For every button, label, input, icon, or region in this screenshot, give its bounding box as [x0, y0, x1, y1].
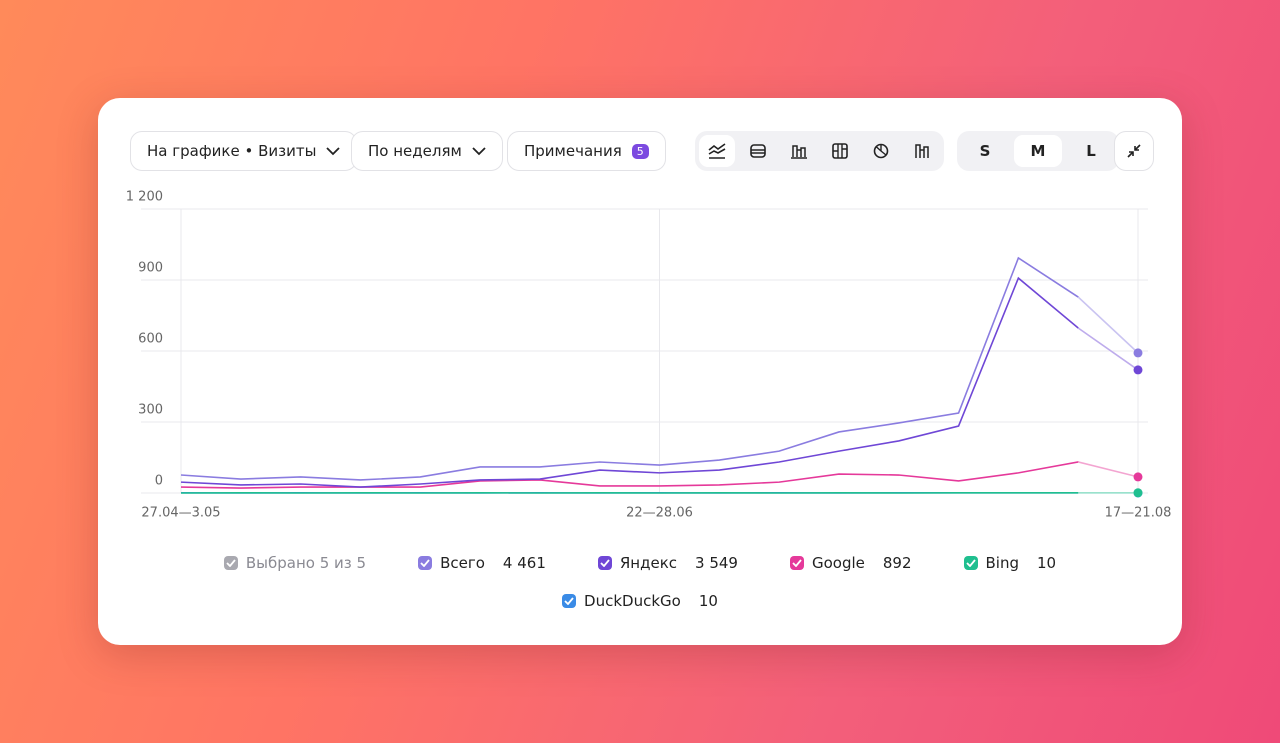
- period-button[interactable]: По неделям: [351, 131, 503, 171]
- last-point: [1133, 472, 1143, 482]
- checkbox[interactable]: [562, 594, 577, 608]
- bar-compare-icon[interactable]: [904, 135, 940, 167]
- line-chart-icon[interactable]: [699, 135, 735, 167]
- metric-button-label: На графике • Визиты: [147, 142, 317, 160]
- incomplete-segment-overlay: [1077, 296, 1139, 354]
- chart-type-group: [695, 131, 944, 171]
- x-tick-label: 17—21.08: [1105, 506, 1172, 521]
- checkbox[interactable]: [789, 556, 804, 570]
- size-button[interactable]: S: [979, 142, 991, 160]
- y-tick-label: 0: [155, 474, 163, 489]
- size-button[interactable]: L: [1086, 142, 1096, 160]
- metric-button[interactable]: На графике • Визиты: [130, 131, 358, 171]
- notes-button-label: Примечания: [524, 142, 622, 160]
- legend-total: 4 461: [502, 554, 546, 572]
- chart: 0 300 600 900 1 200 27.04—3.05 22—28.06 17—21.0…: [126, 190, 1172, 521]
- check-mark: [965, 559, 976, 567]
- legend-name: Bing: [985, 554, 1020, 572]
- legend-total: 10: [1037, 554, 1057, 572]
- incomplete-segment-overlay: [1077, 327, 1139, 371]
- checkbox[interactable]: [223, 556, 238, 570]
- legend-select-all[interactable]: Выбрано 5 из 5: [223, 553, 367, 573]
- column-chart-icon[interactable]: [781, 135, 817, 167]
- check-mark: [226, 559, 236, 567]
- check-mark: [792, 559, 802, 567]
- legend-total: 3 549: [695, 554, 738, 572]
- last-point: [1133, 348, 1143, 358]
- check-mark: [564, 597, 574, 605]
- pie-chart-icon[interactable]: [863, 135, 899, 167]
- chevron: [326, 146, 341, 155]
- area-chart-icon[interactable]: [740, 135, 776, 167]
- legend-item[interactable]: Google 892: [789, 553, 912, 573]
- legend-item[interactable]: Яндекс 3 549: [597, 553, 738, 573]
- chevron: [472, 146, 486, 155]
- legend-item[interactable]: DuckDuckGo 10: [562, 591, 718, 611]
- legend-name: Яндекс: [619, 554, 678, 572]
- check-mark: [420, 559, 430, 567]
- legend-item[interactable]: Всего 4 461: [418, 553, 546, 573]
- last-point: [1133, 488, 1143, 498]
- series-line: [180, 461, 1139, 489]
- checkbox[interactable]: [418, 556, 433, 570]
- notes-count: 5: [631, 143, 649, 159]
- legend-total: 10: [698, 592, 718, 610]
- checkbox[interactable]: [963, 556, 978, 570]
- x-tick-label: 27.04—3.05: [141, 506, 220, 521]
- y-tick-label: 900: [138, 261, 163, 276]
- incomplete-segment-overlay: [1077, 460, 1139, 479]
- collapse-button[interactable]: [1114, 131, 1154, 171]
- series-line: [180, 276, 1139, 488]
- legend-name: Google: [811, 554, 865, 572]
- series-line: [180, 256, 1139, 481]
- last-point: [1133, 365, 1143, 375]
- legend-item[interactable]: Bing 10: [963, 553, 1057, 573]
- collapse-icon: [1127, 144, 1141, 158]
- legend-name: DuckDuckGo: [584, 592, 681, 610]
- legend-select-label: Выбрано 5 из 5: [245, 554, 367, 572]
- x-tick-label: 22—28.06: [626, 506, 693, 521]
- stacked-chart-icon[interactable]: [822, 135, 858, 167]
- size-button[interactable]: M: [1014, 135, 1062, 167]
- widget-card: На графике • Визиты По неделям Примечани…: [98, 98, 1182, 645]
- legend: Выбрано 5 из 5 Всего 4 461 Яндекс 3 549 Googl…: [210, 553, 1070, 611]
- legend-total: 892: [882, 554, 912, 572]
- y-tick-label: 300: [138, 403, 163, 418]
- checkbox[interactable]: [597, 556, 612, 570]
- y-tick-label: 1 200: [126, 190, 163, 205]
- legend-name: Всего: [440, 554, 485, 572]
- y-tick-label: 600: [138, 332, 163, 347]
- check-mark: [600, 559, 610, 567]
- period-button-label: По неделям: [368, 142, 462, 160]
- notes-button[interactable]: Примечания 5: [507, 131, 666, 171]
